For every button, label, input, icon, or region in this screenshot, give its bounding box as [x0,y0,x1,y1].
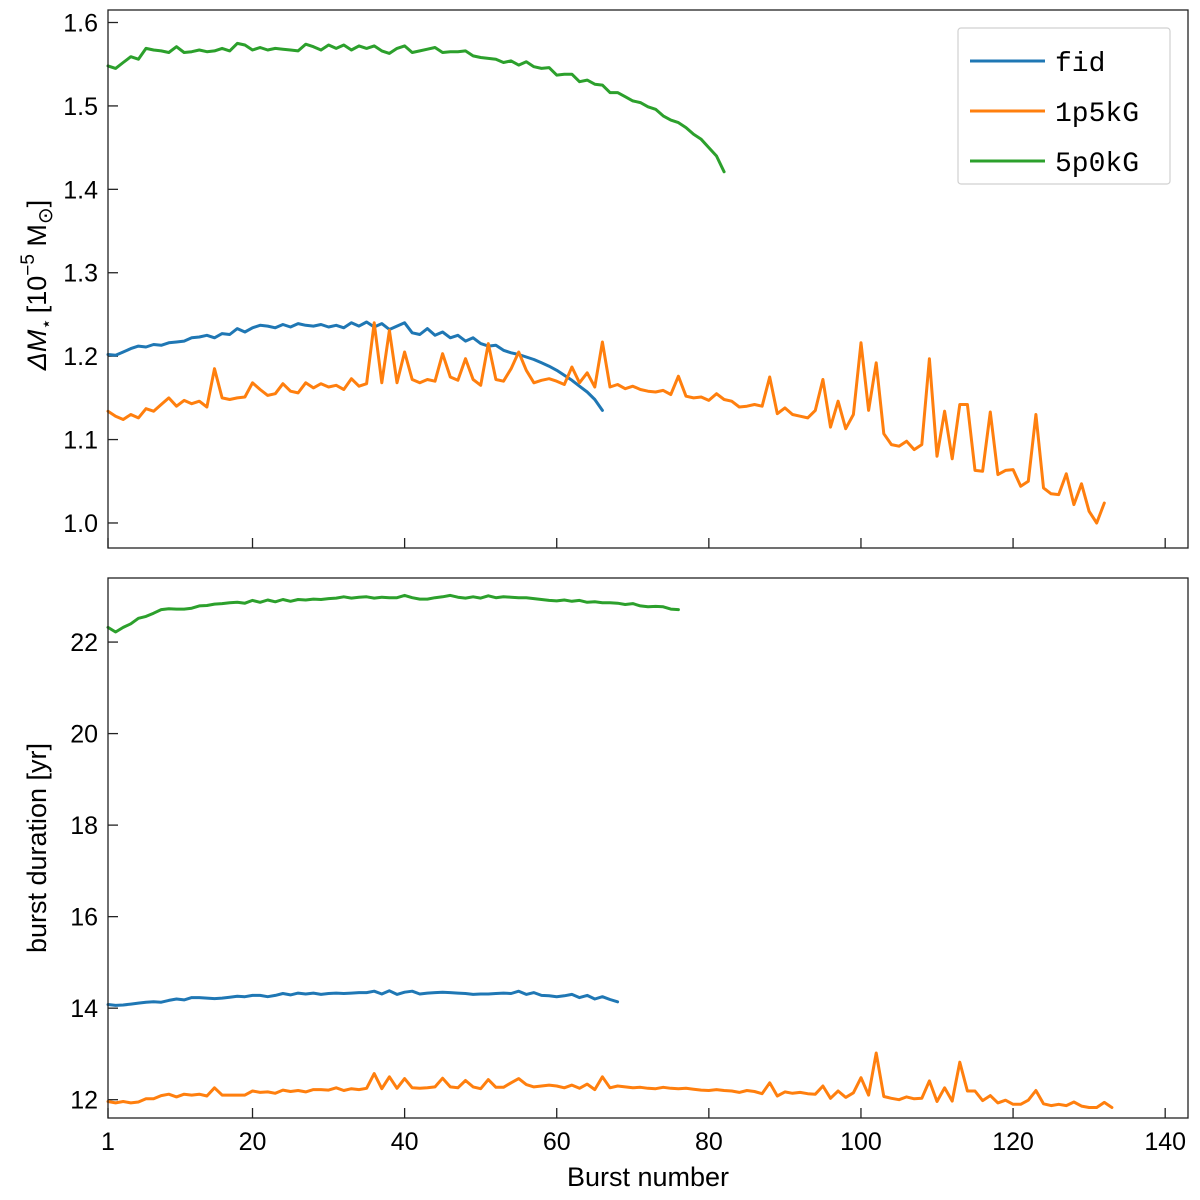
top-x-ticks [107,538,1166,548]
top-panel: 1.01.11.21.31.41.51.6 ΔM⋆[10−5 M⊙] fid 1… [18,9,1189,549]
ylabel-m: M [22,329,52,352]
x-axis-label: Burst number [567,1162,729,1192]
top-y-tick-label: 1.3 [63,260,98,288]
ylabel-delta: Δ [22,352,52,371]
bottom-y-tick-label: 20 [70,721,98,749]
bottom-y-tick-label: 12 [70,1087,98,1115]
top-y-tick-label: 1.5 [63,93,98,121]
top-y-axis-label: ΔM⋆[10−5 M⊙] [18,200,57,371]
ylabel-bracket-close: ] [22,200,52,208]
top-series [106,41,1106,525]
bottom-y-ticks: 12 14 16 18 20 22 [70,629,118,1115]
bottom-x-tick-label: 40 [391,1128,419,1156]
top-y-tick-label: 1.4 [63,176,98,204]
bottom-series-5p0kG [106,593,680,634]
top-y-tick-label: 1.2 [63,343,98,371]
bottom-x-tick-label: 120 [992,1128,1034,1156]
bottom-y-tick-label: 18 [70,812,98,840]
legend-label-1p5kG: 1p5kG [1055,99,1139,130]
top-plot-frame [107,9,1189,549]
top-series-1p5kG [106,321,1106,525]
top-y-tick-label: 1.6 [63,10,98,38]
bottom-x-tick-label: 20 [239,1128,267,1156]
bottom-series [106,593,1114,1109]
bottom-y-tick-label: 22 [70,629,98,657]
top-y-tick-label: 1.1 [63,427,98,455]
bottom-x-tick-label: 100 [840,1128,882,1156]
top-y-tick-label: 1.0 [63,510,98,538]
bottom-x-tick-label: 60 [543,1128,571,1156]
bottom-x-tick-label: 140 [1144,1128,1186,1156]
bottom-y-tick-label: 14 [70,995,98,1023]
top-y-ticks: 1.0 1.1 1.2 1.3 1.4 1.5 1.6 [63,10,118,538]
legend-label-5p0kG: 5p0kG [1055,149,1139,180]
bottom-plot-frame [107,577,1189,1119]
bottom-x-ticks: 1 20 40 60 80 100 120 140 [101,1108,1186,1156]
top-series-5p0kG [106,41,726,174]
ylabel-exponent: −5 [18,254,39,276]
bottom-y-axis-label: burst duration [yr] [22,743,52,953]
ylabel-bracket-open: [10 [22,276,52,314]
bottom-x-tick-label: 1 [101,1128,115,1156]
legend: fid 1p5kG 5p0kG [957,27,1171,185]
ylabel-star: ⋆ [36,318,56,329]
top-series-fid [106,320,604,412]
ylabel-sun: ⊙ [35,207,57,224]
bottom-series-fid [106,989,620,1007]
bottom-series-1p5kG [106,1051,1114,1109]
bottom-y-tick-label: 16 [70,904,98,932]
legend-label-fid: fid [1055,49,1105,80]
bottom-x-tick-label: 80 [695,1128,723,1156]
ylabel-unit-m: M [22,224,52,254]
legend-box [957,27,1171,185]
